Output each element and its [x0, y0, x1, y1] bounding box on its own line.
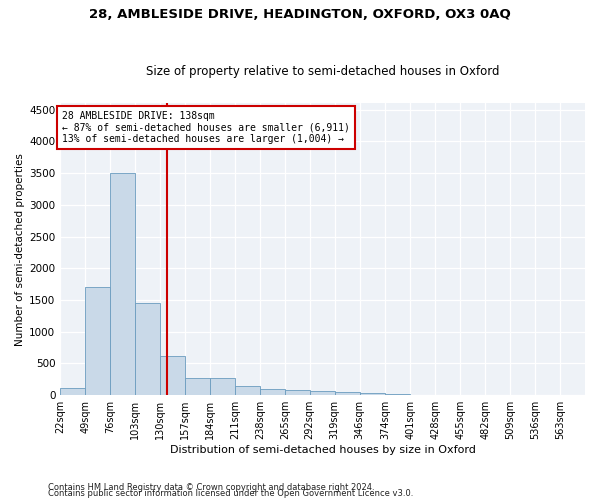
Text: Contains HM Land Registry data © Crown copyright and database right 2024.: Contains HM Land Registry data © Crown c… [48, 483, 374, 492]
Bar [110, 173, 135, 395]
Bar [385, 394, 410, 395]
X-axis label: Distribution of semi-detached houses by size in Oxford: Distribution of semi-detached houses by … [170, 445, 476, 455]
Y-axis label: Number of semi-detached properties: Number of semi-detached properties [15, 153, 25, 346]
Bar [310, 392, 335, 395]
Bar [260, 389, 285, 395]
Text: 28 AMBLESIDE DRIVE: 138sqm
← 87% of semi-detached houses are smaller (6,911)
13%: 28 AMBLESIDE DRIVE: 138sqm ← 87% of semi… [62, 111, 350, 144]
Bar [135, 303, 160, 395]
Bar [359, 394, 385, 395]
Text: 28, AMBLESIDE DRIVE, HEADINGTON, OXFORD, OX3 0AQ: 28, AMBLESIDE DRIVE, HEADINGTON, OXFORD,… [89, 8, 511, 20]
Bar [185, 378, 210, 395]
Bar [285, 390, 310, 395]
Bar [210, 378, 235, 395]
Bar [60, 388, 85, 395]
Bar [160, 356, 185, 395]
Bar [235, 386, 260, 395]
Text: Contains public sector information licensed under the Open Government Licence v3: Contains public sector information licen… [48, 490, 413, 498]
Bar [335, 392, 359, 395]
Bar [410, 394, 436, 395]
Bar [85, 288, 110, 395]
Title: Size of property relative to semi-detached houses in Oxford: Size of property relative to semi-detach… [146, 66, 499, 78]
